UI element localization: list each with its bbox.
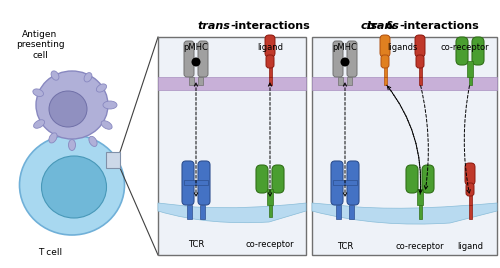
Bar: [106, 152, 120, 168]
Text: ligand: ligand: [257, 43, 283, 52]
Ellipse shape: [33, 89, 43, 96]
Ellipse shape: [49, 91, 87, 127]
Bar: [189, 77, 194, 85]
FancyBboxPatch shape: [415, 35, 425, 57]
Bar: [338, 77, 343, 85]
FancyBboxPatch shape: [465, 163, 475, 185]
Bar: [349, 205, 354, 219]
Text: ligands: ligands: [387, 43, 417, 52]
Bar: [267, 189, 273, 205]
FancyBboxPatch shape: [182, 161, 194, 205]
FancyBboxPatch shape: [466, 183, 474, 196]
Text: TCR: TCR: [188, 240, 204, 249]
Ellipse shape: [51, 71, 59, 80]
Bar: [187, 205, 192, 219]
FancyBboxPatch shape: [198, 41, 208, 77]
Ellipse shape: [89, 136, 97, 146]
Ellipse shape: [84, 73, 92, 82]
Text: -interactions: -interactions: [230, 21, 310, 31]
Ellipse shape: [101, 121, 112, 129]
FancyBboxPatch shape: [184, 41, 194, 77]
FancyBboxPatch shape: [347, 41, 357, 77]
Bar: [268, 35, 272, 77]
FancyBboxPatch shape: [347, 161, 359, 205]
Bar: [417, 189, 423, 205]
Bar: [184, 180, 208, 185]
Bar: [200, 205, 205, 219]
FancyBboxPatch shape: [406, 165, 418, 193]
FancyBboxPatch shape: [380, 35, 390, 57]
FancyBboxPatch shape: [416, 55, 424, 68]
Text: trans: trans: [366, 21, 400, 31]
FancyBboxPatch shape: [266, 55, 274, 68]
Text: co-receptor: co-receptor: [396, 242, 444, 251]
Bar: [333, 180, 357, 185]
Text: T cell: T cell: [38, 248, 62, 257]
Ellipse shape: [96, 84, 106, 92]
Bar: [198, 77, 203, 85]
Ellipse shape: [34, 120, 44, 128]
FancyBboxPatch shape: [331, 161, 343, 205]
Ellipse shape: [68, 140, 75, 151]
Bar: [158, 37, 306, 255]
Bar: [158, 77, 306, 90]
Bar: [467, 61, 473, 77]
Text: cis-: cis-: [361, 21, 382, 31]
FancyBboxPatch shape: [381, 55, 389, 68]
FancyBboxPatch shape: [333, 41, 343, 77]
FancyBboxPatch shape: [256, 165, 268, 193]
Bar: [312, 37, 497, 255]
Bar: [347, 77, 352, 85]
Text: TCR: TCR: [337, 242, 353, 251]
Ellipse shape: [36, 71, 108, 139]
FancyBboxPatch shape: [422, 165, 434, 193]
Ellipse shape: [340, 58, 349, 66]
Text: -interactions: -interactions: [400, 21, 479, 31]
Bar: [268, 205, 272, 217]
Text: &: &: [382, 21, 400, 31]
Bar: [468, 163, 471, 205]
Bar: [418, 35, 422, 77]
Ellipse shape: [20, 135, 124, 235]
FancyBboxPatch shape: [456, 37, 468, 65]
Bar: [468, 77, 471, 85]
Text: pMHC: pMHC: [332, 43, 357, 52]
Bar: [418, 77, 422, 85]
Bar: [418, 205, 422, 219]
Bar: [336, 205, 341, 219]
FancyBboxPatch shape: [198, 161, 210, 205]
FancyBboxPatch shape: [272, 165, 284, 193]
FancyBboxPatch shape: [472, 37, 484, 65]
Ellipse shape: [192, 58, 200, 66]
Text: co-receptor: co-receptor: [246, 240, 294, 249]
Bar: [384, 77, 386, 85]
Ellipse shape: [49, 133, 57, 143]
PathPatch shape: [158, 203, 306, 223]
Bar: [468, 205, 471, 219]
Text: ligand: ligand: [457, 242, 483, 251]
Bar: [312, 77, 497, 90]
Ellipse shape: [103, 101, 117, 109]
FancyBboxPatch shape: [265, 35, 275, 57]
Text: co-receptor: co-receptor: [440, 43, 490, 52]
Text: pMHC: pMHC: [184, 43, 208, 52]
PathPatch shape: [312, 203, 497, 224]
Text: trans: trans: [197, 21, 230, 31]
Bar: [384, 35, 386, 77]
Bar: [268, 77, 272, 85]
Text: Antigen
presenting
cell: Antigen presenting cell: [16, 30, 64, 60]
Ellipse shape: [42, 156, 106, 218]
